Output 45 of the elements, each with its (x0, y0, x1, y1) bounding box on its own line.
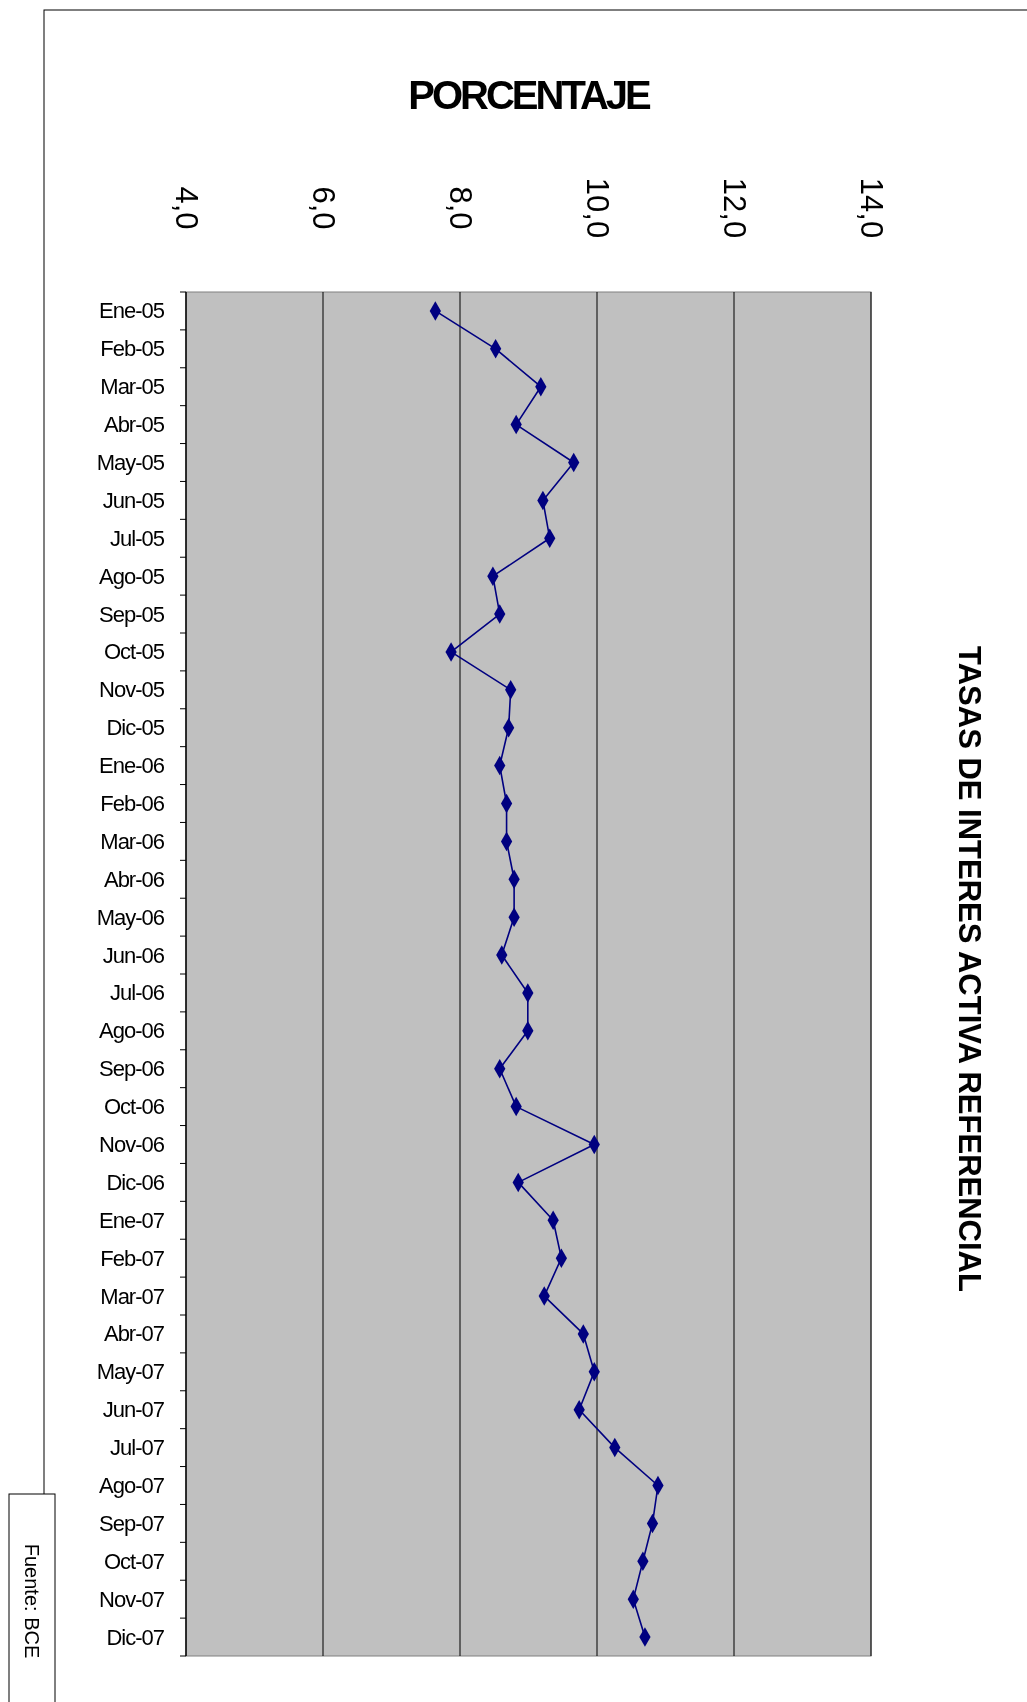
y-tick-label: Ago-06 (99, 1018, 165, 1044)
y-tick-label: Jun-06 (102, 942, 165, 968)
y-tick-label: May-05 (96, 450, 165, 475)
y-tick-label: Nov-07 (99, 1586, 165, 1612)
y-tick-label: Oct-06 (103, 1094, 165, 1120)
y-tick-label: Mar-06 (100, 828, 165, 854)
y-tick-label: May-07 (96, 1359, 165, 1385)
y-tick-label: Feb-05 (100, 336, 165, 362)
y-tick-label: Oct-05 (103, 639, 165, 665)
y-tick-label: Dic-07 (106, 1624, 165, 1650)
y-tick-label: Jun-07 (102, 1397, 165, 1423)
y-tick-label: Ago-07 (99, 1473, 165, 1498)
y-tick-label: Mar-05 (100, 374, 165, 400)
x-tick-label: 8,0 (442, 186, 478, 230)
y-tick-label: Dic-05 (106, 715, 165, 741)
y-tick-label: Feb-07 (100, 1245, 165, 1271)
y-tick-label: May-06 (96, 904, 165, 930)
x-axis-title: PORCENTAJE (408, 73, 652, 117)
y-tick-label: Ene-07 (99, 1207, 165, 1233)
y-tick-label: Abr-05 (103, 412, 165, 438)
y-tick-label: Jul-07 (110, 1435, 165, 1461)
y-tick-label: Nov-05 (99, 677, 165, 703)
x-tick-label: 4,0 (168, 186, 204, 230)
y-tick-label: Jun-05 (102, 487, 165, 513)
y-tick-label: Mar-07 (100, 1283, 165, 1309)
source-note: Fuente: BCE (21, 1543, 43, 1659)
x-tick-label: 6,0 (305, 186, 341, 230)
y-tick-label: Abr-07 (103, 1321, 165, 1347)
y-tick-label: Nov-06 (99, 1132, 165, 1157)
y-tick-label: Ene-06 (99, 753, 165, 779)
x-tick-label: 10,0 (579, 177, 615, 239)
y-tick-label: Abr-06 (103, 866, 165, 892)
y-tick-label: Jul-06 (110, 980, 165, 1006)
y-tick-label: Sep-06 (99, 1056, 165, 1082)
y-tick-label: Ago-05 (99, 563, 165, 589)
y-tick-label: Sep-07 (99, 1510, 165, 1536)
y-tick-label: Feb-06 (100, 791, 165, 816)
y-tick-label: Dic-06 (106, 1169, 165, 1195)
x-tick-label: 12,0 (716, 177, 752, 239)
text: TASAS DE INTERES ACTIVA REFERENCIAL (951, 646, 987, 1292)
y-tick-label: Ene-05 (99, 298, 165, 324)
y-tick-label: Jul-05 (110, 525, 165, 551)
x-tick-label: 14,0 (853, 177, 889, 239)
y-tick-label: Sep-05 (99, 601, 165, 627)
y-tick-label: Oct-07 (103, 1548, 165, 1574)
